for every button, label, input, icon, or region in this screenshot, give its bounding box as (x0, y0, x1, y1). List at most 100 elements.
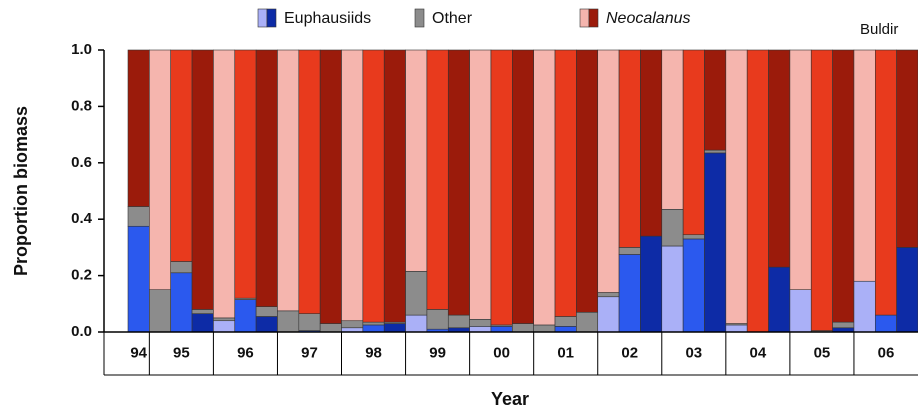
y-tick-label: 1.0 (71, 41, 92, 58)
y-tick-label: 0.6 (71, 154, 92, 171)
bar-segment (896, 247, 918, 333)
legend-label: Other (432, 10, 473, 27)
legend-swatch (266, 8, 277, 28)
bar-segment (704, 152, 727, 333)
y-axis-label: Proportion biomass (11, 106, 31, 276)
y-tick-label: 0.8 (71, 97, 92, 114)
bar-segment (469, 319, 492, 327)
bar-segment (597, 296, 620, 333)
x-tick-label: 94 (130, 344, 147, 361)
bar-segment (383, 49, 406, 323)
bar-segment (682, 238, 705, 333)
bar-segment (810, 49, 833, 331)
bar-segment (576, 311, 599, 333)
bar-segment (597, 49, 620, 293)
bar-segment (255, 316, 278, 333)
bar-segment (319, 323, 342, 333)
bar-segment (298, 49, 321, 314)
bar-segment (533, 49, 556, 326)
bar-segment (661, 245, 684, 333)
bar-segment (789, 289, 812, 333)
legend-label: Neocalanus (606, 10, 691, 27)
x-tick-label: 99 (429, 344, 446, 361)
bar-segment (682, 234, 705, 240)
bar-segment (362, 49, 385, 323)
bar-segment (704, 49, 727, 151)
bar-segment (341, 49, 364, 322)
bar-segment (853, 280, 876, 333)
bar-segment (127, 206, 150, 227)
legend-swatch (588, 8, 599, 28)
x-tick-label: 01 (557, 344, 574, 361)
bar-segment (874, 49, 897, 316)
x-axis-label: Year (491, 389, 529, 409)
bar-segment (405, 314, 428, 333)
bar-segment (768, 266, 791, 333)
bar-segment (170, 272, 193, 333)
bar-segment (341, 320, 364, 329)
bar-segment (362, 324, 385, 333)
x-tick-label: 02 (621, 344, 638, 361)
bar-segment (640, 49, 663, 237)
bar-segment (277, 310, 300, 333)
bar-segment (789, 49, 812, 290)
bar-segment (768, 49, 791, 268)
x-tick-label: 97 (301, 344, 318, 361)
bar-segment (213, 320, 236, 333)
bar-segment (533, 324, 556, 333)
bar-segment (170, 261, 193, 274)
bar-segment (512, 323, 534, 333)
bar-segment (554, 49, 577, 317)
bar-segment (661, 209, 684, 247)
x-tick-label: 98 (365, 344, 382, 361)
bar-segment (853, 49, 876, 282)
x-tick-label: 96 (237, 344, 254, 361)
bar-segment (746, 49, 769, 333)
bar-segment (704, 149, 727, 154)
x-tick-label: 06 (878, 344, 895, 361)
bar-segment (896, 49, 918, 248)
bar-segment (725, 324, 748, 333)
bar-segment (362, 321, 385, 326)
bar-segment (426, 309, 449, 330)
x-tick-label: 03 (685, 344, 702, 361)
y-tick-label: 0.2 (71, 267, 92, 284)
bar-segment (319, 49, 342, 324)
bar-segment (127, 49, 150, 207)
bar-segment (725, 49, 748, 324)
bar-segment (234, 49, 257, 299)
x-tick-label: 05 (814, 344, 831, 361)
legend-swatch (414, 8, 425, 28)
legend-label: Euphausiids (284, 10, 371, 27)
legend-swatch (257, 8, 268, 28)
bar-segment (469, 49, 492, 320)
bar-segment (213, 49, 236, 319)
bar-segment (512, 49, 534, 324)
bar-segment (832, 49, 855, 323)
bar-segment (618, 247, 641, 255)
bar-segment (213, 317, 236, 322)
bar-segment (383, 323, 406, 333)
legend-swatch (579, 8, 590, 28)
y-tick-label: 0.0 (71, 323, 92, 340)
bar-segment (469, 326, 492, 333)
bar-segment (255, 49, 278, 307)
bar-segment (298, 313, 321, 331)
bar-segment (426, 49, 449, 310)
x-tick-label: 04 (750, 344, 767, 361)
bar-segment (149, 49, 172, 290)
bar-segment (149, 289, 172, 333)
bar-segment (554, 326, 577, 333)
bar-segment (234, 299, 257, 333)
bar-segment (618, 49, 641, 248)
bar-segment (682, 49, 705, 236)
x-tick-label: 95 (173, 344, 190, 361)
bar-segment (490, 326, 513, 333)
bar-segment (191, 309, 214, 314)
bar-segment (405, 49, 428, 272)
bar-segment (661, 49, 684, 210)
bar-segment (490, 49, 513, 326)
bar-segment (597, 292, 620, 298)
bar-segment (447, 314, 470, 329)
